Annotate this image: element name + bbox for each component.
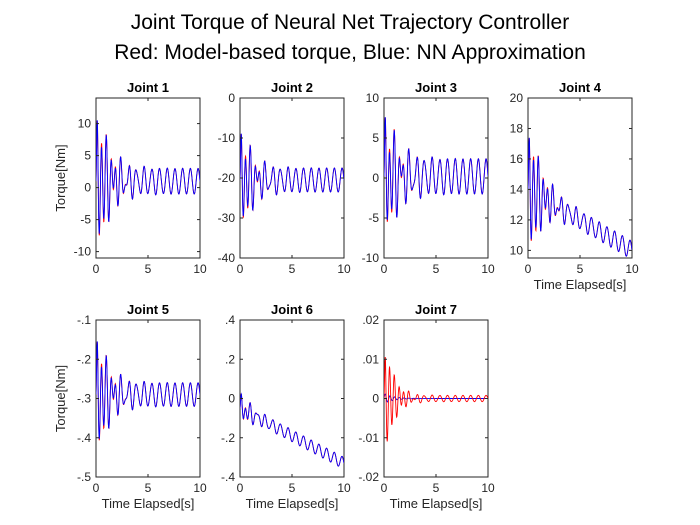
- y-tick-label: 0: [372, 171, 379, 185]
- x-tick-label: 5: [577, 262, 584, 276]
- figure-title-line1: Joint Torque of Neural Net Trajectory Co…: [131, 11, 569, 34]
- y-tick-label: 5: [84, 149, 91, 163]
- y-tick-label: .2: [225, 352, 235, 366]
- y-tick-label: -5: [368, 211, 379, 225]
- subplot-title: Joint 2: [271, 80, 313, 95]
- plot-area: [239, 319, 345, 478]
- y-tick-label: 20: [510, 91, 524, 105]
- x-axis-label: Time Elapsed[s]: [390, 496, 483, 511]
- y-tick-label: -40: [218, 251, 236, 265]
- y-tick-label: -.2: [221, 431, 235, 445]
- x-tick-label: 0: [381, 262, 388, 276]
- x-tick-label: 5: [145, 481, 152, 495]
- plot-area: [527, 97, 633, 259]
- y-tick-label: 16: [510, 152, 524, 166]
- series-nn-line: [96, 341, 200, 439]
- subplot-joint-4: 0 5 10 10 12 14 16 18 20 Joint 4 Time Elapsed[s]: [510, 80, 639, 292]
- subplot-joint-3: 0 5 10 -10 -5 0 5 10 Joint 3: [362, 80, 495, 276]
- subplot-title: Joint 3: [415, 80, 457, 95]
- subplot-title: Joint 6: [271, 302, 313, 317]
- x-axis-label: Time Elapsed[s]: [534, 277, 627, 292]
- subplot-joint-1: 0 5 10 -10 -5 0 5 10 Joint 1 Torque[Nm]: [53, 80, 207, 276]
- y-tick-label: -.4: [77, 431, 91, 445]
- y-tick-label: .02: [362, 313, 379, 327]
- series-nn-line: [528, 137, 632, 257]
- x-axis-label: Time Elapsed[s]: [102, 496, 195, 511]
- x-tick-label: 5: [145, 262, 152, 276]
- x-tick-label: 5: [433, 481, 440, 495]
- y-tick-label: -10: [74, 245, 92, 259]
- y-tick-label: -.4: [221, 470, 235, 484]
- x-tick-label: 5: [289, 481, 296, 495]
- series-nn-line: [240, 133, 344, 217]
- x-tick-label: 10: [625, 262, 639, 276]
- y-tick-label: -30: [218, 211, 236, 225]
- y-tick-label: .4: [225, 313, 235, 327]
- y-tick-label: 10: [366, 91, 380, 105]
- subplot-joint-7: 0 5 10 -.02 -.01 0 .01 .02 Joint 7 Time Elapsed[s…: [358, 302, 495, 511]
- y-axis-label: Torque[Nm]: [53, 144, 68, 211]
- y-tick-label: 0: [228, 392, 235, 406]
- y-tick-label: -20: [218, 171, 236, 185]
- y-tick-label: 10: [510, 243, 524, 257]
- y-tick-label: -.02: [358, 470, 379, 484]
- y-axis-label: Torque[Nm]: [53, 365, 68, 432]
- subplot-joint-5: 0 5 10 -.5 -.4 -.3 -.2 -.1 Joint 5 Time Elapsed[s…: [53, 302, 207, 511]
- x-tick-label: 10: [193, 262, 207, 276]
- y-tick-label: 14: [510, 182, 524, 196]
- series-nn-line: [384, 393, 488, 403]
- y-tick-label: 0: [372, 392, 379, 406]
- y-tick-label: -10: [362, 251, 380, 265]
- x-tick-label: 10: [193, 481, 207, 495]
- figure-title-line2: Red: Model-based torque, Blue: NN Approx…: [114, 41, 586, 64]
- x-tick-label: 0: [237, 262, 244, 276]
- subplot-title: Joint 7: [415, 302, 457, 317]
- y-tick-label: 5: [372, 131, 379, 145]
- x-tick-label: 10: [337, 262, 351, 276]
- subplot-title: Joint 1: [127, 80, 169, 95]
- x-tick-label: 0: [381, 481, 388, 495]
- x-axis-label: Time Elapsed[s]: [246, 496, 339, 511]
- subplot-title: Joint 4: [559, 80, 602, 95]
- x-tick-label: 10: [481, 262, 495, 276]
- y-tick-label: 0: [228, 91, 235, 105]
- x-tick-label: 0: [93, 262, 100, 276]
- y-tick-label: 18: [510, 121, 524, 135]
- subplot-joint-2: 0 5 10 -40 -30 -20 -10 0 Joint 2: [218, 80, 351, 276]
- x-tick-label: 5: [289, 262, 296, 276]
- y-tick-label: -10: [218, 131, 236, 145]
- series-nn-line: [96, 120, 200, 234]
- plot-area: [95, 97, 201, 259]
- subplot-joint-6: 0 5 10 -.4 -.2 0 .2 .4 Joint 6 Time Elapsed[s]: [221, 302, 351, 511]
- plot-area: [95, 319, 201, 478]
- series-nn-line: [240, 392, 344, 467]
- series-nn-line: [384, 117, 488, 220]
- y-tick-label: -.2: [77, 352, 91, 366]
- x-tick-label: 0: [525, 262, 532, 276]
- x-tick-label: 0: [237, 481, 244, 495]
- x-tick-label: 0: [93, 481, 100, 495]
- y-tick-label: 12: [510, 213, 524, 227]
- subplot-title: Joint 5: [127, 302, 169, 317]
- series-model-based-line: [384, 356, 488, 442]
- x-tick-label: 10: [481, 481, 495, 495]
- y-tick-label: -.01: [358, 431, 379, 445]
- y-tick-label: -.3: [77, 392, 91, 406]
- x-tick-label: 5: [433, 262, 440, 276]
- y-tick-label: .01: [362, 352, 379, 366]
- y-tick-label: 10: [78, 117, 92, 131]
- y-tick-label: 0: [84, 181, 91, 195]
- x-tick-label: 10: [337, 481, 351, 495]
- y-tick-label: -5: [80, 213, 91, 227]
- subplot-grid: 0 5 10 -10 -5 0 5 10 Joint 1 Torque[Nm] 0 5 10 -40 -30…: [53, 80, 639, 511]
- y-tick-label: -.1: [77, 313, 91, 327]
- y-tick-label: -.5: [77, 470, 91, 484]
